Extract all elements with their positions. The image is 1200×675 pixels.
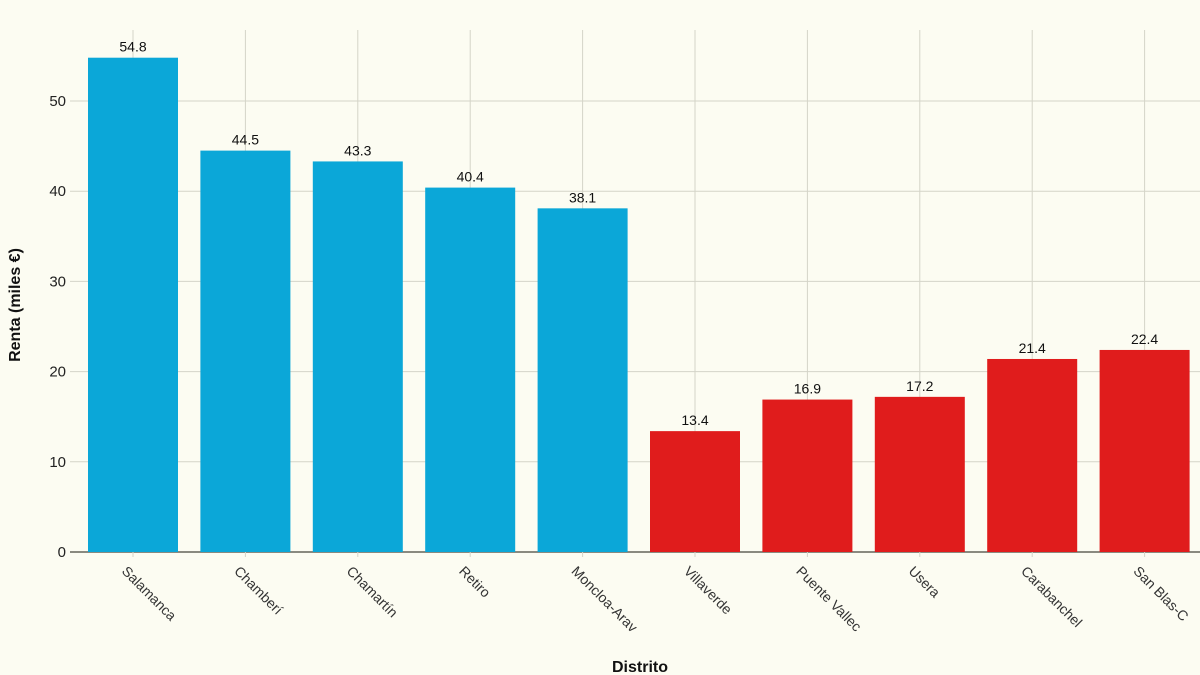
y-tick-label: 0 — [58, 544, 66, 561]
x-tick-label: Retiro — [456, 563, 494, 601]
x-tick-label: Carabanchel — [1018, 563, 1085, 630]
x-axis-ticks: Salamanca Chamberí Chamartín Retiro Moncloa-… — [119, 563, 1192, 635]
bar-villaverde — [650, 431, 740, 552]
y-tick-label: 30 — [49, 273, 66, 290]
x-tick-label: Villaverde — [681, 563, 736, 618]
y-tick-label: 50 — [49, 93, 66, 110]
bar-salamanca — [88, 57, 178, 552]
data-label: 21.4 — [1019, 340, 1046, 356]
bar-retiro — [425, 187, 516, 553]
bar-moncloa-arav — [537, 208, 628, 552]
bar-usera — [874, 396, 965, 552]
x-tick-label: Chamartín — [344, 563, 402, 621]
bar-carabanchel — [987, 358, 1078, 552]
bar-san-blas-c — [1099, 349, 1190, 552]
bar-chamart-n — [312, 161, 403, 552]
bar-chamber- — [200, 150, 291, 553]
data-label: 17.2 — [906, 378, 933, 394]
bars — [88, 57, 1190, 553]
data-label: 16.9 — [794, 381, 821, 397]
data-label: 44.5 — [232, 132, 259, 148]
data-labels: 54.8 44.5 43.3 40.4 38.1 13.4 16.9 17.2 21.4 22.4 — [119, 39, 1158, 428]
data-label: 22.4 — [1131, 331, 1158, 347]
data-label: 43.3 — [344, 142, 371, 158]
y-tick-label: 10 — [49, 454, 66, 471]
y-tick-label: 40 — [49, 183, 66, 200]
x-tick-label: Moncloa-Arav — [568, 563, 640, 635]
x-tick-label: Salamanca — [119, 563, 180, 624]
x-tick-label: Usera — [906, 563, 944, 601]
x-tick-label: San Blas-C — [1130, 563, 1191, 624]
data-label: 38.1 — [569, 189, 596, 205]
x-tick-label: Chamberí — [231, 563, 286, 618]
x-tick-label: Puente Vallec — [793, 563, 865, 635]
x-axis-title: Distrito — [612, 659, 668, 675]
bar-puente-vallec — [762, 399, 853, 552]
data-label: 13.4 — [681, 412, 708, 428]
data-label: 40.4 — [457, 169, 484, 185]
y-axis-ticks: 0 10 20 30 40 50 — [49, 93, 66, 561]
data-label: 54.8 — [119, 39, 146, 55]
y-tick-label: 20 — [49, 364, 66, 381]
y-axis-title: Renta (miles €) — [7, 248, 24, 362]
